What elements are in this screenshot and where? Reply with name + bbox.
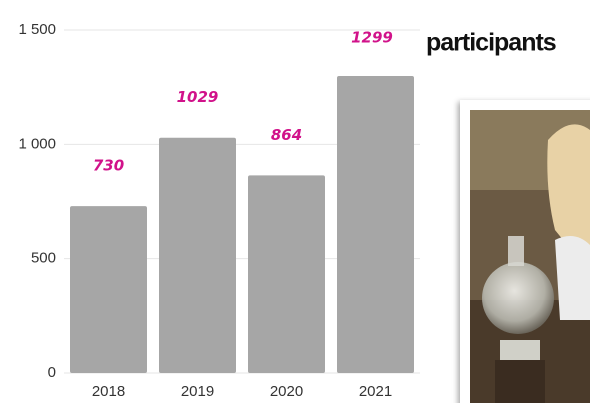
value-label: 1299 xyxy=(351,28,393,46)
value-label: 1029 xyxy=(177,88,219,106)
y-tick-label: 500 xyxy=(31,250,56,267)
bar xyxy=(70,206,147,373)
bar xyxy=(337,75,414,373)
bar xyxy=(248,175,325,373)
y-tick-label: 0 xyxy=(48,364,56,381)
x-tick-label: 2020 xyxy=(270,383,303,400)
bar xyxy=(159,137,236,373)
x-tick-label: 2021 xyxy=(359,383,392,400)
value-label: 864 xyxy=(271,126,302,144)
value-label: 730 xyxy=(93,157,124,175)
y-tick-label: 1 000 xyxy=(18,135,56,152)
x-tick-label: 2019 xyxy=(181,383,214,400)
photo xyxy=(460,100,590,403)
y-tick-label: 1 500 xyxy=(18,21,56,38)
annotation: participants xyxy=(426,29,556,57)
x-tick-label: 2018 xyxy=(92,383,125,400)
